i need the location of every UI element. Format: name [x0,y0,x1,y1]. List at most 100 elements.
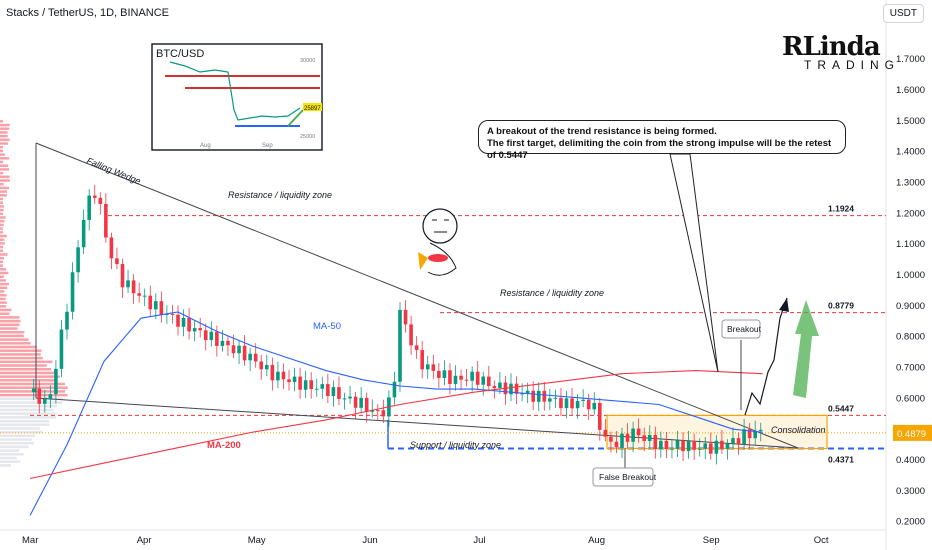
breakout-label: Breakout [727,324,762,334]
volume-profile-bar [0,335,24,338]
projected-path-arrowhead [779,298,789,312]
volume-profile-bar [0,446,29,449]
candle-body [543,391,547,402]
volume-profile-bar [0,190,7,193]
currency-badge[interactable]: USDT [883,4,924,23]
candle-body [470,372,474,381]
volume-profile-bar [0,464,11,467]
candle-body [559,398,563,408]
y-tick-label: 1.0000 [896,270,925,281]
candle-body [121,264,125,287]
candle-body [715,441,719,454]
volume-profile-bar [0,338,29,341]
consolidation-label: Consolidation [771,425,826,435]
level-label: 1.1924 [828,204,854,214]
btc-inset-y-label: 30000 [300,58,315,64]
candle-body [82,220,86,247]
volume-profile-bar [0,261,3,264]
candle-body [215,332,219,346]
candle-body [476,372,480,385]
candle-body [692,441,696,450]
y-tick-label: 0.3000 [896,486,925,497]
volume-profile-bar [0,435,35,438]
candle-body [659,441,663,449]
candle-body [642,435,646,441]
y-tick-label: 1.2000 [896,208,925,219]
candle-body [437,371,441,378]
candle-body [432,364,436,371]
candle-body [398,310,402,382]
candle-body [265,365,269,369]
btc-inset-price-label: 25897 [304,106,321,112]
rocket-body [428,254,448,262]
candle-body [376,410,380,411]
candle-body [37,389,41,404]
candle-body [620,434,624,448]
volume-profile-bar [0,379,56,382]
volume-profile-bar [0,364,47,367]
y-tick-label: 1.3000 [896,178,925,189]
volume-profile-bar [0,139,10,142]
candle-body [287,379,291,382]
candle-body [187,318,191,331]
candle-body [93,196,97,198]
candle-body [576,401,580,408]
current-price-label: 0.4879 [897,429,926,440]
candle-body [487,377,491,387]
candle-body [309,380,313,389]
candle-body [565,398,569,408]
analysis-callout: A breakout of the trend resistance is be… [478,120,846,154]
candle-body [365,398,369,412]
candle-body [615,442,619,448]
candle-body [321,384,325,389]
brand-logo-subtitle: TRADING [804,58,900,72]
candle-body [604,430,608,437]
btc-inset-x-label: Sep [262,143,273,149]
volume-profile-bar [0,150,3,153]
candle-body [415,345,419,350]
volume-profile-bar [0,372,57,375]
candle-body [670,449,674,450]
candle-body [243,346,247,361]
volume-profile-bar [0,305,6,308]
volume-profile-bar [0,257,4,260]
volume-profile-bar [0,157,9,160]
volume-profile-bar [0,164,8,167]
false-breakout-label: False Breakout [599,472,657,482]
volume-profile-bar [0,290,4,293]
volume-profile-bar [0,235,7,238]
volume-profile-bar [0,227,3,230]
volume-profile-bar [0,268,6,271]
candle-body [115,258,119,264]
candle-body [742,429,746,444]
volume-profile-bar [0,220,4,223]
candle-body [731,438,735,444]
volume-profile-bar [0,420,49,423]
candle-body [681,440,685,451]
candle-body [654,435,658,449]
level-label: 0.4371 [828,455,854,465]
volume-profile-bar [0,205,4,208]
candle-body [160,301,164,314]
volume-profile-bar [0,349,41,352]
candle-body [737,438,741,444]
candle-body [481,377,485,385]
resistance-zone-label: Resistance / liquidity zone [500,288,604,298]
resistance-zone-label: Resistance / liquidity zone [228,190,332,200]
volume-profile-bar [0,264,3,267]
y-tick-label: 1.1000 [896,239,925,250]
candle-body [665,441,669,449]
volume-profile-bar [0,238,4,241]
ma50-label: MA-50 [313,321,341,332]
volume-profile-bar [0,375,60,378]
volume-profile-bar [0,153,5,156]
candle-body [626,434,630,442]
x-tick-label: Aug [588,535,605,546]
candle-body [65,312,69,330]
volume-profile-bar [0,457,17,460]
candle-body [49,394,53,399]
candle-body [326,384,330,396]
level-label: 0.5447 [828,403,854,413]
candle-body [210,332,214,340]
